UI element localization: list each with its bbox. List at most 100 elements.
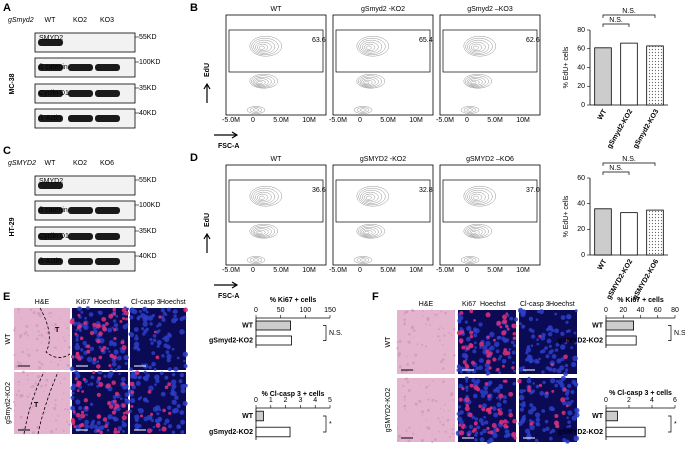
texture	[17, 308, 20, 311]
texture	[414, 402, 418, 406]
nucleus	[77, 306, 82, 312]
positive-cell	[545, 391, 549, 395]
nucleus	[99, 338, 105, 344]
nucleus	[479, 437, 485, 442]
bracket	[602, 162, 656, 166]
contour	[254, 78, 269, 86]
positive-cell	[499, 325, 503, 329]
texture	[68, 423, 72, 426]
texture	[432, 312, 434, 314]
positive-cell	[96, 339, 101, 344]
texture	[410, 325, 415, 330]
positive-cell	[119, 319, 123, 323]
texture	[12, 401, 16, 404]
blot-band	[38, 207, 63, 214]
nucleus	[155, 378, 160, 384]
x-tick-label: 3	[298, 397, 302, 404]
positive-cell	[491, 422, 497, 428]
nucleus	[486, 371, 491, 375]
positive-cell	[158, 315, 162, 319]
x-tick-label: 100	[299, 307, 311, 314]
cell-line-label: MC-38	[9, 73, 16, 94]
positive-cell	[92, 322, 97, 327]
nucleus	[519, 389, 524, 394]
nucleus	[167, 367, 172, 372]
texture	[32, 311, 36, 315]
bracket	[323, 415, 327, 433]
lane-label: WT	[45, 17, 57, 24]
positive-cell	[167, 382, 172, 387]
nucleus	[521, 365, 526, 370]
texture	[426, 317, 430, 322]
nucleus	[571, 379, 577, 385]
positive-cell	[82, 377, 86, 382]
positive-cell	[508, 391, 514, 397]
texture	[36, 375, 41, 379]
nucleus	[173, 309, 178, 314]
texture	[26, 348, 28, 351]
texture	[443, 334, 446, 337]
positive-cell	[464, 406, 470, 412]
nucleus	[521, 416, 527, 422]
texture	[63, 323, 65, 325]
positive-cell	[458, 397, 463, 402]
positive-cell	[122, 316, 126, 320]
x-tick-label: 4	[650, 397, 654, 404]
texture	[426, 392, 428, 394]
positive-cell	[468, 343, 474, 349]
contour	[249, 107, 263, 113]
positive-cell	[89, 330, 95, 336]
contour	[252, 108, 260, 112]
texture	[444, 311, 447, 315]
positive-cell	[77, 313, 81, 317]
significance: N.S.	[674, 330, 685, 337]
texture	[40, 385, 43, 388]
nucleus	[142, 306, 148, 312]
positive-cell	[469, 309, 474, 314]
nucleus	[468, 424, 474, 429]
nucleus	[184, 383, 188, 388]
texture	[44, 337, 47, 339]
contour	[251, 225, 275, 238]
nucleus	[130, 398, 136, 404]
nucleus	[114, 368, 118, 371]
nucleus	[167, 332, 171, 337]
blot-band	[68, 64, 93, 71]
blot-band	[95, 258, 120, 265]
bracket	[323, 325, 327, 341]
positive-cell	[120, 340, 125, 345]
nucleus	[138, 375, 142, 379]
flow-tick-label: 5.0M	[273, 117, 289, 124]
nucleus	[562, 437, 567, 443]
positive-cell	[486, 426, 490, 431]
nucleus	[150, 418, 154, 423]
size-label: 55KD	[139, 177, 157, 184]
flow-tick-label: -5.0M	[436, 117, 454, 124]
nucleus	[566, 425, 570, 429]
contour	[258, 45, 265, 50]
y-axis-label: % EdU+ cells	[563, 195, 570, 237]
texture	[14, 404, 17, 407]
nucleus	[134, 344, 139, 350]
nucleus	[135, 380, 141, 386]
texture	[407, 388, 411, 392]
texture	[434, 313, 438, 317]
nucleus	[126, 307, 130, 311]
flow-tick-label: -5.0M	[329, 267, 347, 274]
positive-cell	[485, 349, 490, 355]
nucleus	[480, 393, 486, 398]
flow-tick-label: 0	[358, 117, 362, 124]
positive-cell	[529, 421, 534, 426]
positive-cell	[183, 307, 189, 313]
contour	[358, 225, 382, 238]
x-tick-label: gSMYD2-KO2	[606, 258, 635, 301]
texture	[418, 399, 422, 403]
he-image	[14, 372, 70, 434]
texture	[47, 312, 50, 315]
flow-frame	[332, 14, 434, 116]
y-tick-label: 0	[581, 102, 585, 109]
nucleus	[128, 409, 132, 413]
positive-cell	[487, 410, 492, 415]
size-label: 55KD	[139, 34, 157, 41]
nucleus	[483, 385, 489, 391]
